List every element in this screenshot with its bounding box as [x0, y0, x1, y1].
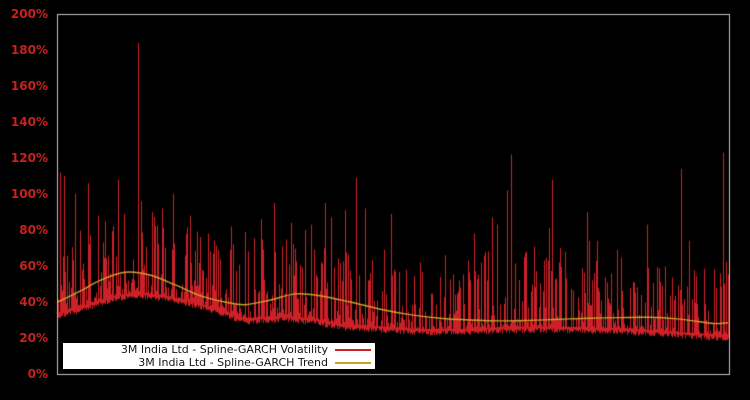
legend: 3M India Ltd - Spline-GARCH Volatility 3… [63, 343, 375, 369]
legend-label-trend: 3M India Ltd - Spline-GARCH Trend [138, 356, 328, 369]
trend-line-icon [335, 361, 371, 364]
legend-item-trend: 3M India Ltd - Spline-GARCH Trend [63, 356, 375, 369]
volatility-line-icon [335, 348, 371, 351]
legend-item-volatility: 3M India Ltd - Spline-GARCH Volatility [63, 343, 375, 356]
legend-label-volatility: 3M India Ltd - Spline-GARCH Volatility [120, 343, 328, 356]
